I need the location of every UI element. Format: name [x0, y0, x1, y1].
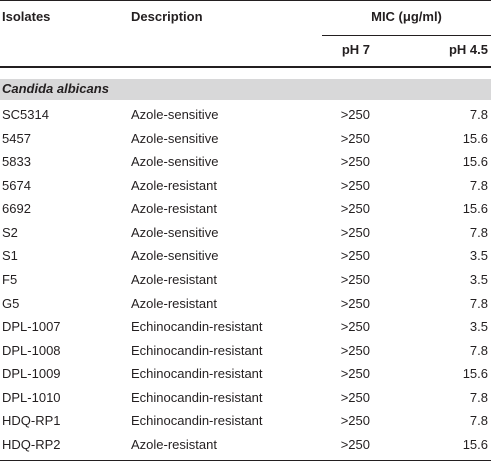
table-cell: 7.8 — [469, 224, 488, 240]
section-band — [0, 79, 491, 100]
table-cell: 7.8 — [469, 295, 488, 311]
table-cell: 7.8 — [469, 342, 488, 358]
table-cell: 15.6 — [462, 436, 488, 452]
table-cell: >250 — [340, 413, 370, 429]
header-cell: MIC (μg/ml) — [371, 9, 442, 24]
table-cell: 7.8 — [469, 107, 488, 122]
table-cell: Azole-sensitive — [131, 154, 219, 170]
table-cell: >250 — [340, 389, 370, 405]
table-cell: G5 — [2, 295, 20, 311]
table-cell: >250 — [340, 224, 370, 240]
table-cell: 5674 — [2, 177, 31, 193]
table-cell: Azole-sensitive — [131, 130, 219, 146]
subheader-cell: pH 4.5 — [448, 42, 488, 57]
table-cell: Azole-resistant — [131, 436, 217, 452]
table-cell: >250 — [340, 154, 370, 170]
subheader-cell: pH 7 — [341, 42, 370, 57]
table-cell: >250 — [340, 271, 370, 287]
table-cell: Echinocandin-resistant — [131, 366, 263, 382]
table-cell: DPL-1009 — [2, 366, 61, 382]
table-cell: Azole-resistant — [131, 271, 217, 287]
bottom-rule — [0, 460, 491, 461]
table-cell: >250 — [340, 130, 370, 146]
table-cell: F5 — [2, 271, 18, 287]
table-cell: 15.6 — [462, 130, 488, 146]
table-cell: 6692 — [2, 201, 31, 217]
header-cell: Isolates — [2, 9, 51, 24]
table-cell: 15.6 — [462, 366, 488, 382]
table-cell: Azole-resistant — [131, 177, 217, 193]
table-cell: 15.6 — [462, 154, 488, 170]
table-cell: 3.5 — [469, 319, 488, 335]
table-cell: Azole-sensitive — [131, 107, 219, 122]
table-cell: Azole-sensitive — [131, 248, 219, 264]
header-rule — [0, 66, 491, 68]
table-cell: >250 — [340, 319, 370, 335]
table-cell: Azole-sensitive — [131, 224, 219, 240]
table-cell: >250 — [340, 366, 370, 382]
table-cell: >250 — [340, 248, 370, 264]
table-cell: S2 — [2, 224, 18, 240]
table-cell: Echinocandin-resistant — [131, 389, 263, 405]
table-cell: Echinocandin-resistant — [131, 413, 263, 429]
table-cell: >250 — [340, 295, 370, 311]
table-cell: Echinocandin-resistant — [131, 319, 263, 335]
table-cell: DPL-1008 — [2, 342, 61, 358]
table-cell: 15.6 — [462, 201, 488, 217]
header-cell: Description — [131, 9, 203, 24]
table-cell: HDQ-RP1 — [2, 413, 61, 429]
table-cell: 7.8 — [469, 177, 488, 193]
table-cell: DPL-1010 — [2, 389, 61, 405]
table-cell: S1 — [2, 248, 18, 264]
table-cell: Azole-resistant — [131, 201, 217, 217]
table-cell: HDQ-RP2 — [2, 436, 61, 452]
table-cell: 7.8 — [469, 413, 488, 429]
table-cell: >250 — [340, 436, 370, 452]
table-cell: 3.5 — [469, 248, 488, 264]
table-cell: 5457 — [2, 130, 31, 146]
group-rule — [322, 35, 491, 36]
table-cell: 3.5 — [469, 271, 488, 287]
table-cell: DPL-1007 — [2, 319, 61, 335]
table-cell: Echinocandin-resistant — [131, 342, 263, 358]
table-cell: 7.8 — [469, 389, 488, 405]
section-label: Candida albicans — [2, 81, 109, 96]
top-rule — [0, 0, 491, 1]
table-cell: >250 — [340, 107, 370, 122]
table-cell: Azole-resistant — [131, 295, 217, 311]
table-cell: >250 — [340, 201, 370, 217]
table-cell: 5833 — [2, 154, 31, 170]
table-cell: SC5314 — [2, 107, 49, 122]
table-cell: >250 — [340, 177, 370, 193]
table-cell: >250 — [340, 342, 370, 358]
